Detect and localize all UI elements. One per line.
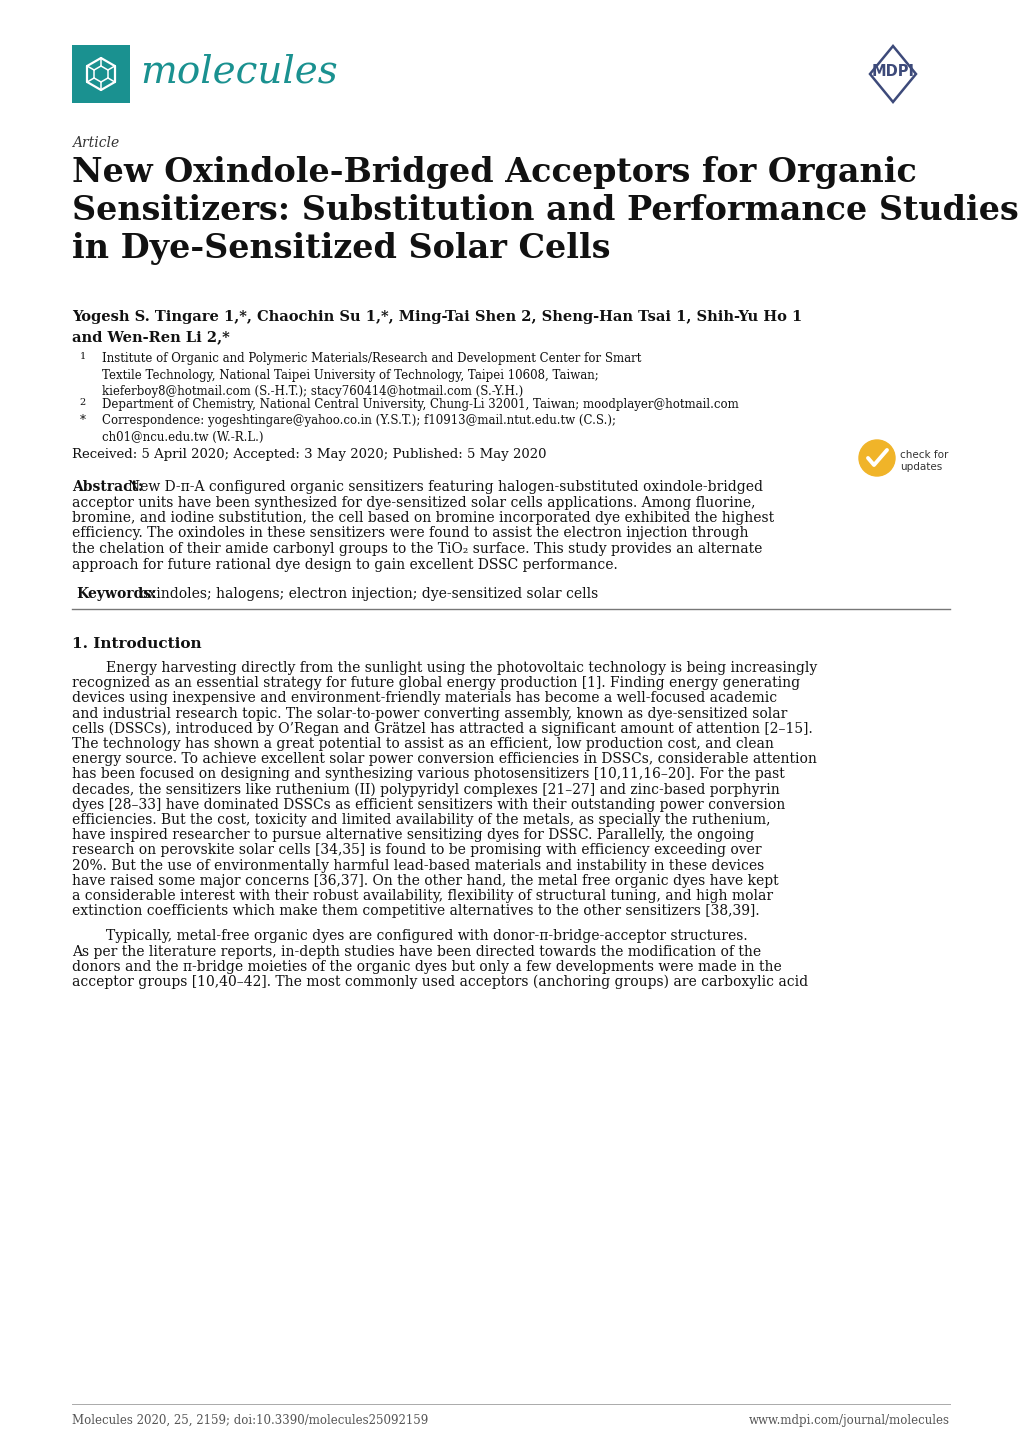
Text: have raised some major concerns [36,37]. On the other hand, the metal free organ: have raised some major concerns [36,37].… — [72, 874, 777, 888]
Text: 20%. But the use of environmentally harmful lead-based materials and instability: 20%. But the use of environmentally harm… — [72, 858, 763, 872]
Text: approach for future rational dye design to gain excellent DSSC performance.: approach for future rational dye design … — [72, 558, 618, 571]
FancyBboxPatch shape — [72, 45, 129, 102]
Text: and industrial research topic. The solar-to-power converting assembly, known as : and industrial research topic. The solar… — [72, 707, 787, 721]
Text: acceptor units have been synthesized for dye-sensitized solar cells applications: acceptor units have been synthesized for… — [72, 496, 755, 509]
Text: Institute of Organic and Polymeric Materials/Research and Development Center for: Institute of Organic and Polymeric Mater… — [102, 352, 641, 398]
Text: 1. Introduction: 1. Introduction — [72, 637, 202, 650]
Text: Article: Article — [72, 136, 119, 150]
Text: Abstract:: Abstract: — [72, 480, 143, 495]
Text: Yogesh S. Tingare 1,*, Chaochin Su 1,*, Ming-Tai Shen 2, Sheng-Han Tsai 1, Shih-: Yogesh S. Tingare 1,*, Chaochin Su 1,*, … — [72, 310, 802, 324]
Text: 2: 2 — [79, 398, 86, 407]
Text: Sensitizers: Substitution and Performance Studies: Sensitizers: Substitution and Performanc… — [72, 195, 1018, 226]
Text: decades, the sensitizers like ruthenium (II) polypyridyl complexes [21–27] and z: decades, the sensitizers like ruthenium … — [72, 783, 779, 797]
Text: MDPI: MDPI — [870, 65, 914, 79]
Text: The technology has shown a great potential to assist as an efficient, low produc: The technology has shown a great potenti… — [72, 737, 773, 751]
Text: and Wen-Ren Li 2,*: and Wen-Ren Li 2,* — [72, 330, 229, 345]
Text: energy source. To achieve excellent solar power conversion efficiencies in DSSCs: energy source. To achieve excellent sola… — [72, 753, 816, 766]
Text: Typically, metal-free organic dyes are configured with donor-π-bridge-acceptor s: Typically, metal-free organic dyes are c… — [106, 930, 747, 943]
Text: cells (DSSCs), introduced by O’Regan and Grätzel has attracted a significant amo: cells (DSSCs), introduced by O’Regan and… — [72, 722, 812, 737]
Text: has been focused on designing and synthesizing various photosensitizers [10,11,1: has been focused on designing and synthe… — [72, 767, 784, 782]
Text: Received: 5 April 2020; Accepted: 3 May 2020; Published: 5 May 2020: Received: 5 April 2020; Accepted: 3 May … — [72, 448, 546, 461]
Text: New Oxindole-Bridged Acceptors for Organic: New Oxindole-Bridged Acceptors for Organ… — [72, 156, 916, 189]
Text: Correspondence: yogeshtingare@yahoo.co.in (Y.S.T.); f10913@mail.ntut.edu.tw (C.S: Correspondence: yogeshtingare@yahoo.co.i… — [102, 414, 615, 444]
Text: Keywords:: Keywords: — [76, 587, 156, 601]
Text: molecules: molecules — [140, 53, 337, 91]
Text: Molecules 2020, 25, 2159; doi:10.3390/molecules25092159: Molecules 2020, 25, 2159; doi:10.3390/mo… — [72, 1415, 428, 1428]
Text: www.mdpi.com/journal/molecules: www.mdpi.com/journal/molecules — [748, 1415, 949, 1428]
Text: have inspired researcher to pursue alternative sensitizing dyes for DSSC. Parall: have inspired researcher to pursue alter… — [72, 828, 753, 842]
Text: a considerable interest with their robust availability, flexibility of structura: a considerable interest with their robus… — [72, 890, 772, 903]
Text: acceptor groups [10,40–42]. The most commonly used acceptors (anchoring groups) : acceptor groups [10,40–42]. The most com… — [72, 975, 807, 989]
Text: the chelation of their amide carbonyl groups to the TiO₂ surface. This study pro: the chelation of their amide carbonyl gr… — [72, 542, 761, 557]
Text: Energy harvesting directly from the sunlight using the photovoltaic technology i: Energy harvesting directly from the sunl… — [106, 660, 816, 675]
Text: efficiencies. But the cost, toxicity and limited availability of the metals, as : efficiencies. But the cost, toxicity and… — [72, 813, 769, 828]
Text: As per the literature reports, in-depth studies have been directed towards the m: As per the literature reports, in-depth … — [72, 945, 760, 959]
Text: recognized as an essential strategy for future global energy production [1]. Fin: recognized as an essential strategy for … — [72, 676, 799, 691]
Text: efficiency. The oxindoles in these sensitizers were found to assist the electron: efficiency. The oxindoles in these sensi… — [72, 526, 748, 541]
Text: extinction coefficients which make them competitive alternatives to the other se: extinction coefficients which make them … — [72, 904, 759, 919]
Text: oxindoles; halogens; electron injection; dye-sensitized solar cells: oxindoles; halogens; electron injection;… — [140, 587, 598, 601]
Circle shape — [858, 440, 894, 476]
Text: check for
updates: check for updates — [899, 450, 948, 473]
Text: in Dye-Sensitized Solar Cells: in Dye-Sensitized Solar Cells — [72, 232, 610, 265]
Text: bromine, and iodine substitution, the cell based on bromine incorporated dye exh: bromine, and iodine substitution, the ce… — [72, 510, 773, 525]
Text: devices using inexpensive and environment-friendly materials has become a well-f: devices using inexpensive and environmen… — [72, 691, 776, 705]
Text: dyes [28–33] have dominated DSSCs as efficient sensitizers with their outstandin: dyes [28–33] have dominated DSSCs as eff… — [72, 797, 785, 812]
Text: New D-π-A configured organic sensitizers featuring halogen-substituted oxindole-: New D-π-A configured organic sensitizers… — [127, 480, 762, 495]
Text: 1: 1 — [79, 352, 86, 360]
Text: donors and the π-bridge moieties of the organic dyes but only a few developments: donors and the π-bridge moieties of the … — [72, 960, 781, 973]
Text: *: * — [79, 414, 86, 427]
Text: Department of Chemistry, National Central University, Chung-Li 32001, Taiwan; mo: Department of Chemistry, National Centra… — [102, 398, 738, 411]
Text: research on perovskite solar cells [34,35] is found to be promising with efficie: research on perovskite solar cells [34,3… — [72, 844, 761, 858]
